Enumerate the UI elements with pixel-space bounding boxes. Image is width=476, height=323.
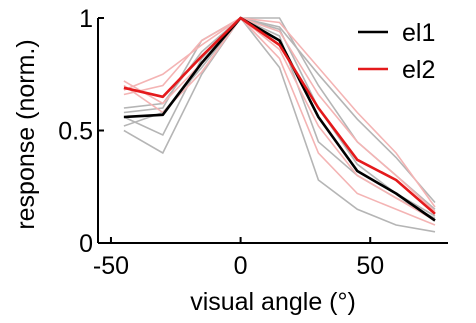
legend-label-el1: el1	[402, 19, 435, 47]
background-trace-4	[123, 16, 436, 233]
background-trace-8	[123, 17, 436, 222]
background-trace-5	[123, 17, 436, 204]
y-axis-label: response (norm.)	[12, 39, 40, 229]
x-ticks: -50 0 50	[93, 237, 384, 280]
y-tick-label: 0	[79, 230, 93, 258]
series-lines	[123, 16, 436, 222]
series-line-el1	[123, 16, 436, 222]
background-trace-7	[123, 17, 436, 208]
background-trace-2	[123, 17, 436, 217]
series-line-el2	[123, 16, 436, 215]
y-tick-label: 1	[79, 5, 93, 33]
x-tick-label: 0	[234, 252, 248, 280]
x-tick-label: 50	[356, 252, 384, 280]
y-tick-label: 0.5	[58, 118, 93, 146]
x-axis-label: visual angle (°)	[190, 288, 356, 316]
y-ticks: 00.51	[58, 5, 104, 258]
background-trace-6	[123, 17, 436, 213]
x-tick-label: -50	[93, 252, 129, 280]
background-traces	[123, 16, 436, 233]
legend-label-el2: el2	[402, 56, 435, 84]
